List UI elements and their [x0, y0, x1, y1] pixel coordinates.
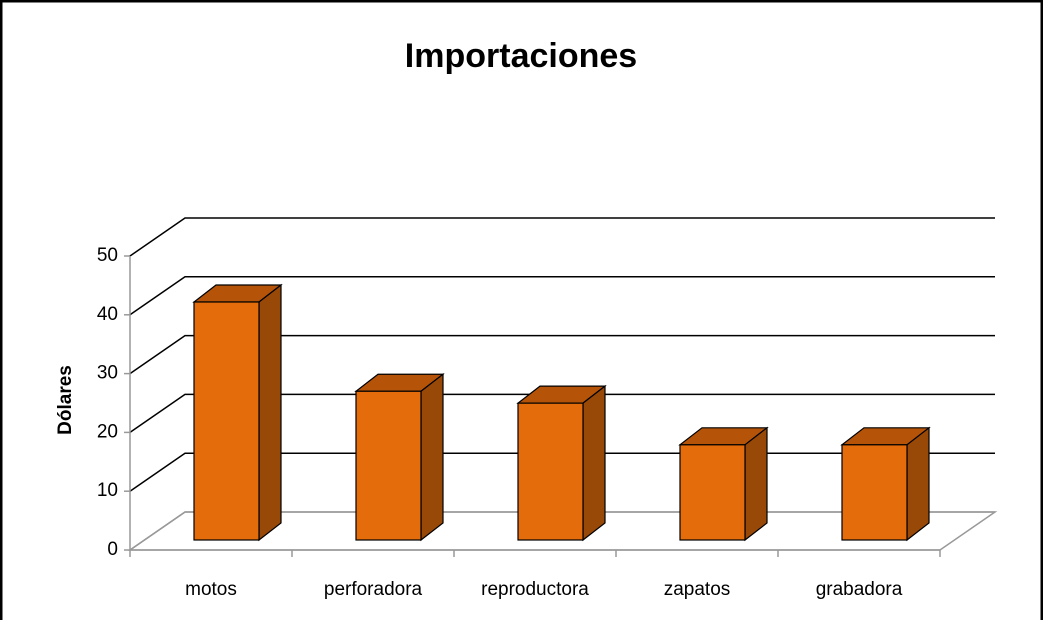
bar	[355, 390, 422, 541]
y-tick-label: 20	[97, 421, 118, 442]
bar-side	[420, 373, 444, 542]
grid-line	[129, 334, 995, 375]
bar-side	[582, 384, 606, 542]
bar-side	[258, 283, 282, 542]
bar-side	[744, 426, 768, 542]
y-axis-title: Dólares	[55, 365, 76, 435]
bar	[679, 444, 746, 541]
bar	[517, 402, 584, 541]
y-tick-label: 40	[97, 304, 118, 325]
bar	[193, 301, 260, 541]
grid-line	[129, 393, 995, 434]
x-tick-label: motos	[185, 579, 237, 600]
y-tick-label: 10	[97, 480, 118, 501]
x-tick-label: reproductora	[481, 579, 589, 600]
bar-side	[906, 426, 930, 542]
bar	[841, 444, 908, 541]
x-tick-label: grabadora	[816, 579, 903, 600]
x-tick-label: perforadora	[324, 579, 423, 600]
grid-line	[129, 276, 995, 316]
chart-title: Importaciones	[405, 37, 637, 75]
grid-line	[129, 217, 995, 257]
y-tick-label: 50	[97, 245, 118, 266]
y-tick-label: 0	[107, 539, 118, 560]
x-tick-label: zapatos	[664, 579, 731, 600]
y-tick-label: 30	[97, 363, 118, 384]
